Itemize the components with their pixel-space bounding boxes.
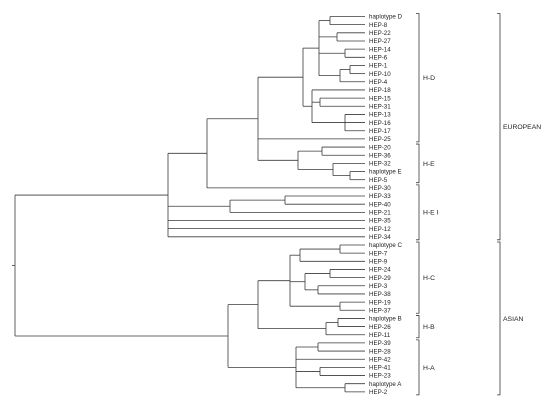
group-bracket [416, 184, 420, 241]
leaf-label: HEP-42 [369, 356, 391, 363]
leaf-label: HEP-2 [369, 389, 388, 396]
leaf-label: HEP-9 [369, 259, 388, 266]
group-brackets: H-D H-E H-E I H-C H-B H-A [416, 13, 439, 396]
group-label: H-C [423, 275, 435, 282]
group-label: H-E I [423, 210, 439, 217]
tree-branches [12, 16, 365, 393]
region-label: ASIAN [503, 316, 523, 323]
leaf-labels: haplotype DHEP-8HEP-22HEP-27HEP-14HEP-6H… [369, 14, 403, 396]
leaf-label: HEP-40 [369, 201, 391, 208]
leaf-label: HEP-11 [369, 332, 391, 339]
leaf-label: HEP-16 [369, 120, 391, 127]
leaf-label: HEP-12 [369, 226, 391, 233]
leaf-label: HEP-5 [369, 177, 388, 184]
leaf-label: haplotype A [369, 381, 402, 388]
group-bracket [416, 315, 420, 339]
leaf-label: HEP-35 [369, 218, 391, 225]
leaf-label: HEP-39 [369, 340, 391, 347]
leaf-label: HEP-25 [369, 136, 391, 143]
leaf-label: HEP-21 [369, 210, 391, 217]
leaf-label: HEP-4 [369, 79, 388, 86]
group-label: H-E [423, 161, 435, 168]
leaf-label: HEP-37 [369, 307, 391, 314]
leaf-label: haplotype C [369, 242, 403, 249]
leaf-label: HEP-31 [369, 103, 391, 110]
leaf-label: HEP-27 [369, 38, 391, 45]
leaf-label: HEP-20 [369, 144, 391, 151]
region-bracket [497, 13, 501, 241]
leaf-label: HEP-23 [369, 373, 391, 380]
group-bracket [416, 339, 420, 396]
region-label: EUROPEAN [503, 124, 541, 131]
leaf-label: HEP-36 [369, 152, 391, 159]
leaf-label: HEP-32 [369, 161, 391, 168]
leaf-label: HEP-28 [369, 348, 391, 355]
leaf-label: HEP-29 [369, 275, 391, 282]
leaf-label: HEP-18 [369, 87, 391, 94]
leaf-label: haplotype B [369, 316, 402, 323]
leaf-label: haplotype E [369, 169, 402, 176]
region-bracket [497, 241, 501, 396]
group-bracket [416, 143, 420, 184]
group-label: H-B [423, 324, 435, 331]
group-bracket [416, 13, 420, 143]
leaf-label: HEP-17 [369, 128, 391, 135]
leaf-label: HEP-1 [369, 63, 388, 70]
leaf-label: HEP-15 [369, 95, 391, 102]
leaf-label: HEP-3 [369, 283, 388, 290]
group-label: H-D [423, 75, 435, 82]
leaf-label: HEP-8 [369, 22, 388, 29]
leaf-label: HEP-34 [369, 234, 391, 241]
leaf-label: HEP-41 [369, 365, 391, 372]
group-bracket [416, 241, 420, 314]
leaf-label: HEP-14 [369, 46, 391, 53]
group-label: H-A [423, 365, 435, 372]
leaf-label: HEP-13 [369, 112, 391, 119]
leaf-label: HEP-30 [369, 185, 391, 192]
leaf-label: HEP-26 [369, 324, 391, 331]
leaf-label: HEP-19 [369, 299, 391, 306]
leaf-label: HEP-38 [369, 291, 391, 298]
region-brackets: EUROPEAN ASIAN [497, 13, 541, 396]
leaf-label: HEP-6 [369, 55, 388, 62]
leaf-label: HEP-33 [369, 193, 391, 200]
leaf-label: HEP-10 [369, 71, 391, 78]
leaf-label: HEP-24 [369, 267, 391, 274]
leaf-label: HEP-22 [369, 30, 391, 37]
leaf-label: haplotype D [369, 14, 403, 21]
leaf-label: HEP-7 [369, 250, 388, 257]
